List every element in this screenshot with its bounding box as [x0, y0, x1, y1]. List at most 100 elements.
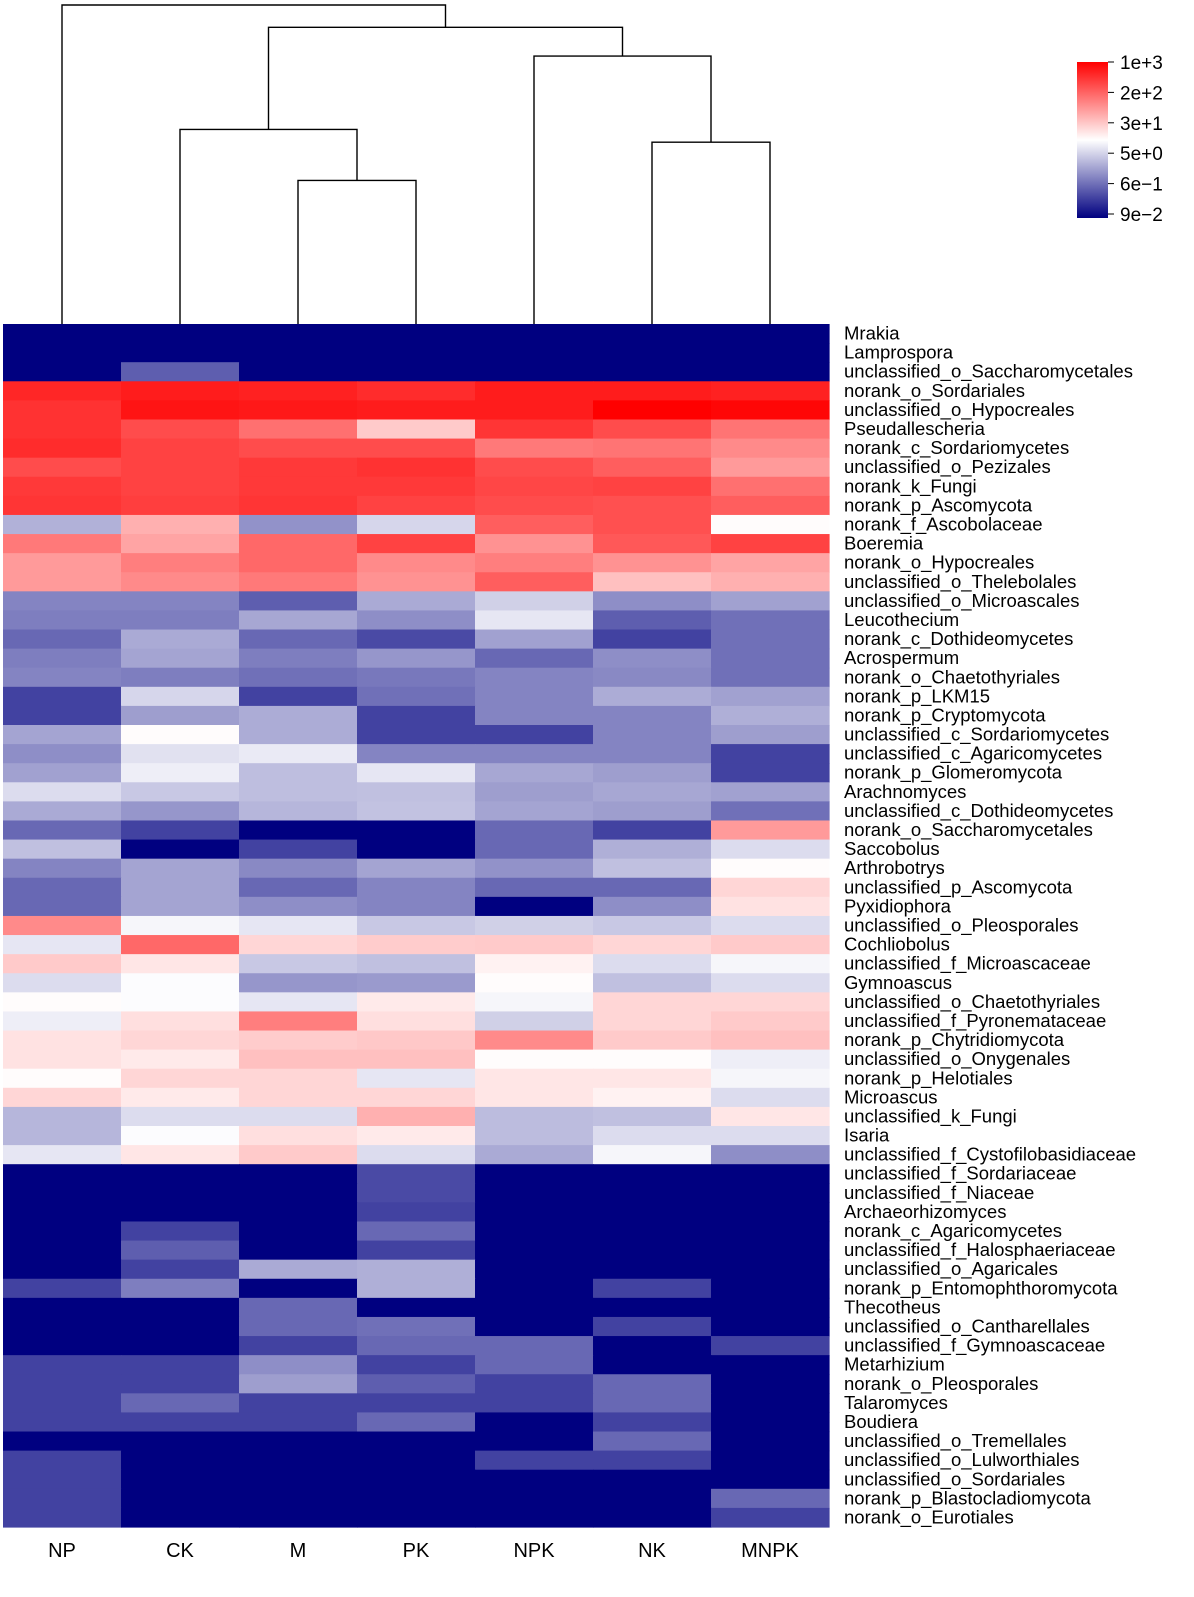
heatmap-cell	[357, 1126, 476, 1146]
heatmap-cell	[357, 667, 476, 688]
row-label: unclassified_o_Pezizales	[844, 456, 1051, 478]
heatmap-cell	[711, 324, 830, 344]
heatmap-cell	[475, 935, 594, 955]
heatmap-cell	[711, 1049, 830, 1070]
heatmap-cell	[121, 1030, 240, 1051]
heatmap-cell	[593, 782, 712, 802]
heatmap-cell	[475, 1126, 594, 1146]
heatmap-cell	[475, 839, 594, 860]
heatmap-cell	[357, 858, 476, 879]
legend-color-bar	[1077, 62, 1108, 218]
row-label: norank_p_Ascomycota	[844, 494, 1033, 516]
heatmap-cell	[711, 1183, 830, 1203]
heatmap-cell	[357, 457, 476, 478]
row-label: unclassified_f_Microascaceae	[844, 953, 1091, 975]
heatmap-cell	[711, 1297, 830, 1318]
row-label: Talaromyces	[844, 1392, 948, 1413]
color-legend: 1e+3 2e+2 3e+1 5e+0 6e−1 9e−2	[1077, 53, 1163, 226]
heatmap-cell	[711, 1507, 830, 1528]
heatmap-cell	[357, 1297, 476, 1318]
heatmap-cell	[239, 705, 358, 726]
heatmap-cell	[593, 476, 712, 497]
heatmap-cell	[593, 725, 712, 745]
row-label: Thecotheus	[844, 1296, 941, 1317]
heatmap-cell	[475, 1278, 594, 1299]
heatmap-cell	[357, 725, 476, 745]
heatmap-cell	[239, 973, 358, 993]
heatmap-cell	[593, 992, 712, 1013]
heatmap-cell	[357, 1336, 476, 1356]
row-label: unclassified_o_Sordariales	[844, 1468, 1065, 1490]
heatmap-cell	[475, 686, 594, 707]
heatmap-cell	[711, 1316, 830, 1337]
heatmap-cell	[357, 438, 476, 459]
heatmap-cell	[475, 1412, 594, 1433]
heatmap-cell	[239, 514, 358, 535]
heatmap-cell	[239, 1488, 358, 1509]
column-label: NK	[638, 1540, 666, 1562]
heatmap-cell	[239, 362, 358, 382]
heatmap-cell	[711, 763, 830, 783]
heatmap-cell	[711, 1374, 830, 1394]
heatmap-cell	[593, 744, 712, 764]
heatmap-cell	[3, 1221, 122, 1242]
heatmap-cell	[3, 514, 122, 535]
heatmap-cell	[3, 1145, 122, 1165]
heatmap-cell	[357, 954, 476, 974]
heatmap-cell	[239, 877, 358, 898]
row-label: unclassified_o_Hypocreales	[844, 399, 1074, 421]
row-label: unclassified_o_Cantharellales	[844, 1316, 1090, 1338]
row-label: norank_c_Sordariomycetes	[844, 437, 1069, 459]
heatmap-cell	[711, 1068, 830, 1089]
row-label: Mrakia	[844, 323, 900, 344]
heatmap-cell	[475, 1374, 594, 1394]
heatmap-cell	[3, 1297, 122, 1318]
heatmap-cell	[357, 1240, 476, 1261]
heatmap-cell	[593, 1202, 712, 1223]
heatmap-cell	[711, 1393, 830, 1414]
heatmap-cell	[239, 1106, 358, 1127]
row-label: norank_p_Blastocladiomycota	[844, 1487, 1092, 1509]
row-label: unclassified_o_Onygenales	[844, 1048, 1070, 1070]
heatmap-cell	[475, 1488, 594, 1509]
heatmap-cell	[121, 1087, 240, 1108]
row-label: unclassified_f_Sordariaceae	[844, 1163, 1076, 1185]
row-label: Lamprospora	[844, 342, 954, 363]
heatmap-cell	[3, 705, 122, 726]
heatmap-cell	[3, 667, 122, 688]
heatmap-cell	[121, 1297, 240, 1318]
heatmap-cell	[3, 1049, 122, 1070]
heatmap-cell	[3, 801, 122, 822]
heatmap-cell	[357, 1183, 476, 1203]
heatmap-cell	[475, 1316, 594, 1337]
heatmap-cell	[3, 1183, 122, 1203]
heatmap-cell	[593, 763, 712, 783]
heatmap-cell	[3, 1316, 122, 1337]
heatmap-cell	[357, 1431, 476, 1452]
heatmap-cell	[3, 591, 122, 612]
heatmap-cell	[239, 381, 358, 401]
heatmap-cell	[239, 572, 358, 592]
row-label: unclassified_f_Cystofilobasidiaceae	[844, 1144, 1136, 1166]
heatmap-cell	[357, 1145, 476, 1165]
heatmap-cell	[121, 1068, 240, 1089]
heatmap-cell	[593, 419, 712, 440]
column-label: PK	[403, 1540, 430, 1562]
heatmap-cell	[239, 324, 358, 344]
heatmap-cell	[357, 591, 476, 612]
heatmap-cell	[121, 858, 240, 879]
heatmap-cell	[357, 1221, 476, 1242]
heatmap-cell	[711, 1240, 830, 1261]
heatmap-cell	[475, 1431, 594, 1452]
row-label: unclassified_c_Dothideomycetes	[844, 800, 1113, 822]
heatmap-cell	[711, 1469, 830, 1490]
heatmap-cell	[475, 1240, 594, 1261]
row-label: unclassified_o_Lulworthiales	[844, 1449, 1080, 1471]
heatmap-cell	[121, 648, 240, 669]
heatmap-cell	[3, 343, 122, 363]
heatmap-cell	[121, 954, 240, 974]
heatmap-cell	[121, 1450, 240, 1471]
heatmap-cell	[593, 1393, 712, 1414]
row-label: norank_o_Hypocreales	[844, 552, 1034, 574]
heatmap-cell	[475, 1450, 594, 1471]
